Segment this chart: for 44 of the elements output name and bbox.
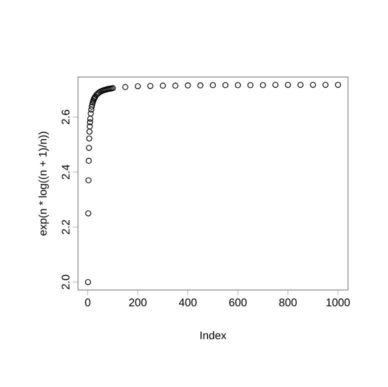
x-tick-label: 1000	[326, 298, 350, 306]
point	[86, 136, 92, 142]
point	[272, 82, 278, 88]
point	[322, 82, 328, 88]
point	[86, 177, 92, 184]
point	[184, 82, 191, 88]
point	[147, 82, 154, 89]
point	[88, 106, 94, 113]
point	[86, 158, 92, 164]
point	[234, 82, 241, 88]
point	[85, 279, 92, 286]
x-tick-label: 200	[129, 298, 147, 306]
point	[89, 101, 96, 108]
y-tick-label: 2.0	[62, 274, 70, 290]
x-tick-label: 400	[178, 298, 197, 306]
point	[86, 128, 93, 135]
point	[247, 82, 254, 88]
point	[197, 82, 204, 88]
x-tick-label: 600	[229, 298, 247, 306]
point	[284, 82, 291, 88]
point	[210, 82, 216, 88]
point	[335, 82, 341, 88]
point	[160, 82, 166, 89]
point	[85, 210, 92, 216]
point	[134, 83, 141, 90]
point	[122, 84, 128, 90]
y-tick-label: 2.4	[62, 164, 70, 180]
x-tick-label: 0	[85, 298, 90, 306]
y-tick-label: 2.2	[62, 220, 70, 234]
y-tick-label: 2.6	[62, 110, 70, 124]
point	[86, 123, 93, 130]
point	[87, 119, 94, 126]
point	[260, 82, 266, 88]
x-tick-label: 800	[279, 298, 297, 306]
point	[172, 82, 178, 89]
point	[88, 110, 94, 116]
point	[87, 116, 94, 122]
point	[310, 82, 316, 88]
point	[88, 104, 95, 110]
point	[86, 144, 92, 151]
x-axis-title: Index	[200, 331, 226, 340]
y-axis-title: exp(n * log((n + 1)/n))	[38, 132, 49, 236]
point	[297, 82, 304, 88]
point	[222, 82, 228, 88]
